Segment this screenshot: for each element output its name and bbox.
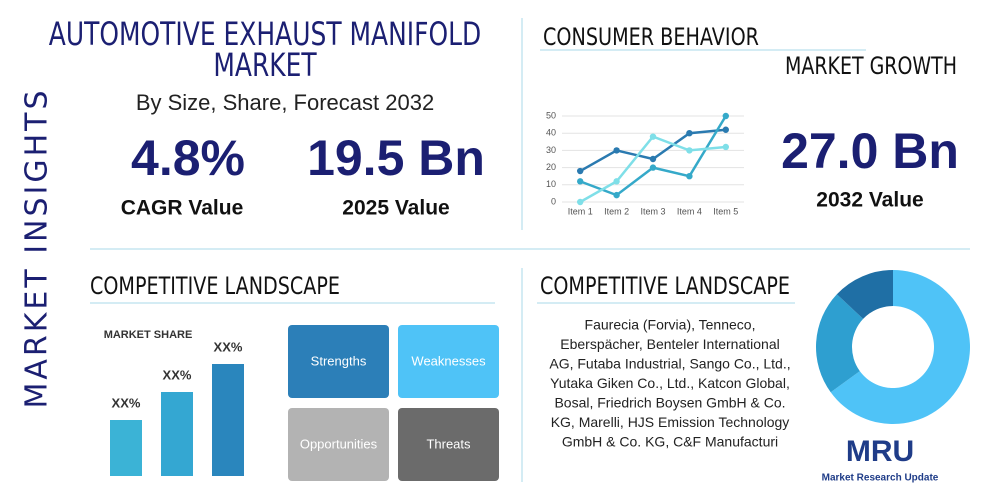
x-tick-label: Item 3	[640, 206, 665, 216]
subtitle: By Size, Share, Forecast 2032	[136, 90, 434, 115]
competitor-line: Bosal, Friedrich Boysen GmbH & Co.	[554, 395, 785, 411]
point	[686, 147, 693, 154]
title-line: AUTOMOTIVE EXHAUST MANIFOLD	[49, 15, 481, 53]
x-tick-label: Item 4	[677, 206, 702, 216]
point	[722, 143, 729, 151]
competitor-line: KG, Marelli, HJS Emission Technology	[551, 414, 790, 430]
stat-value: 4.8%	[131, 130, 245, 186]
competitor-line: AG, Futaba Industrial, Sango Co., Ltd.,	[549, 356, 790, 372]
x-tick-label: Item 2	[604, 206, 629, 216]
bar	[110, 420, 142, 476]
sidebar-label: MARKET INSIGHTS	[20, 87, 55, 408]
competitor-line: Eberspächer, Benteler International	[560, 336, 779, 352]
stat-value: 27.0 Bn	[781, 123, 959, 179]
competitor-line: GmbH & Co. KG, C&F Manufacturi	[562, 434, 778, 450]
point	[577, 198, 584, 206]
swot-box	[288, 408, 389, 481]
point	[722, 126, 729, 133]
point	[577, 178, 584, 185]
point	[649, 155, 657, 163]
value-label: XX%	[112, 395, 141, 410]
stat-label: 2025 Value	[342, 197, 449, 220]
y-tick-label: 30	[546, 145, 556, 155]
stat-value: 19.5 Bn	[307, 130, 485, 186]
y-tick-label: 40	[546, 128, 556, 138]
chart-title: MARKET SHARE	[104, 329, 193, 341]
swot-label: Threats	[426, 436, 471, 451]
y-tick-label: 50	[546, 110, 556, 120]
bar	[161, 392, 193, 476]
title: AUTOMOTIVE EXHAUST MANIFOLD	[49, 15, 481, 53]
donut-slice	[815, 294, 864, 393]
section-subtitle: MARKET GROWTH	[785, 52, 957, 80]
logo-mark: MRU	[846, 435, 914, 468]
point	[613, 147, 620, 154]
point	[686, 173, 693, 180]
point	[577, 167, 584, 175]
x-tick-label: Item 5	[713, 206, 738, 216]
point	[613, 191, 620, 199]
stat-label: CAGR Value	[121, 197, 244, 220]
section-title: COMPETITIVE LANDSCAPE	[540, 272, 790, 300]
title-line: MARKET	[213, 46, 317, 84]
title: MARKET	[213, 46, 317, 84]
stat-label: 2032 Value	[816, 189, 923, 212]
point	[722, 112, 729, 120]
value-label: XX%	[214, 339, 243, 354]
point	[649, 164, 657, 171]
competitor-line: Yutaka Giken Co., Ltd., Katcon Global,	[550, 375, 790, 391]
logo-name: Market Research Update	[822, 473, 939, 484]
y-tick-label: 10	[546, 179, 556, 189]
x-tick-label: Item 1	[568, 206, 593, 216]
bar	[212, 364, 244, 476]
swot-label: Weaknesses	[411, 353, 486, 368]
y-tick-label: 0	[551, 196, 556, 206]
section-title: COMPETITIVE LANDSCAPE	[90, 272, 340, 300]
swot-box	[288, 325, 389, 398]
donut-slice	[830, 270, 970, 425]
y-tick-label: 20	[546, 162, 556, 172]
value-label: XX%	[163, 367, 192, 382]
donut-slice	[836, 270, 893, 319]
swot-label: Opportunities	[300, 436, 378, 451]
point	[649, 133, 657, 140]
point	[613, 178, 620, 185]
swot-box	[398, 325, 499, 398]
swot-box	[398, 408, 499, 481]
section-title: CONSUMER BEHAVIOR	[543, 23, 759, 51]
competitor-line: Faurecia (Forvia), Tenneco,	[585, 317, 756, 333]
swot-label: Strengths	[311, 353, 367, 368]
point	[686, 130, 693, 137]
